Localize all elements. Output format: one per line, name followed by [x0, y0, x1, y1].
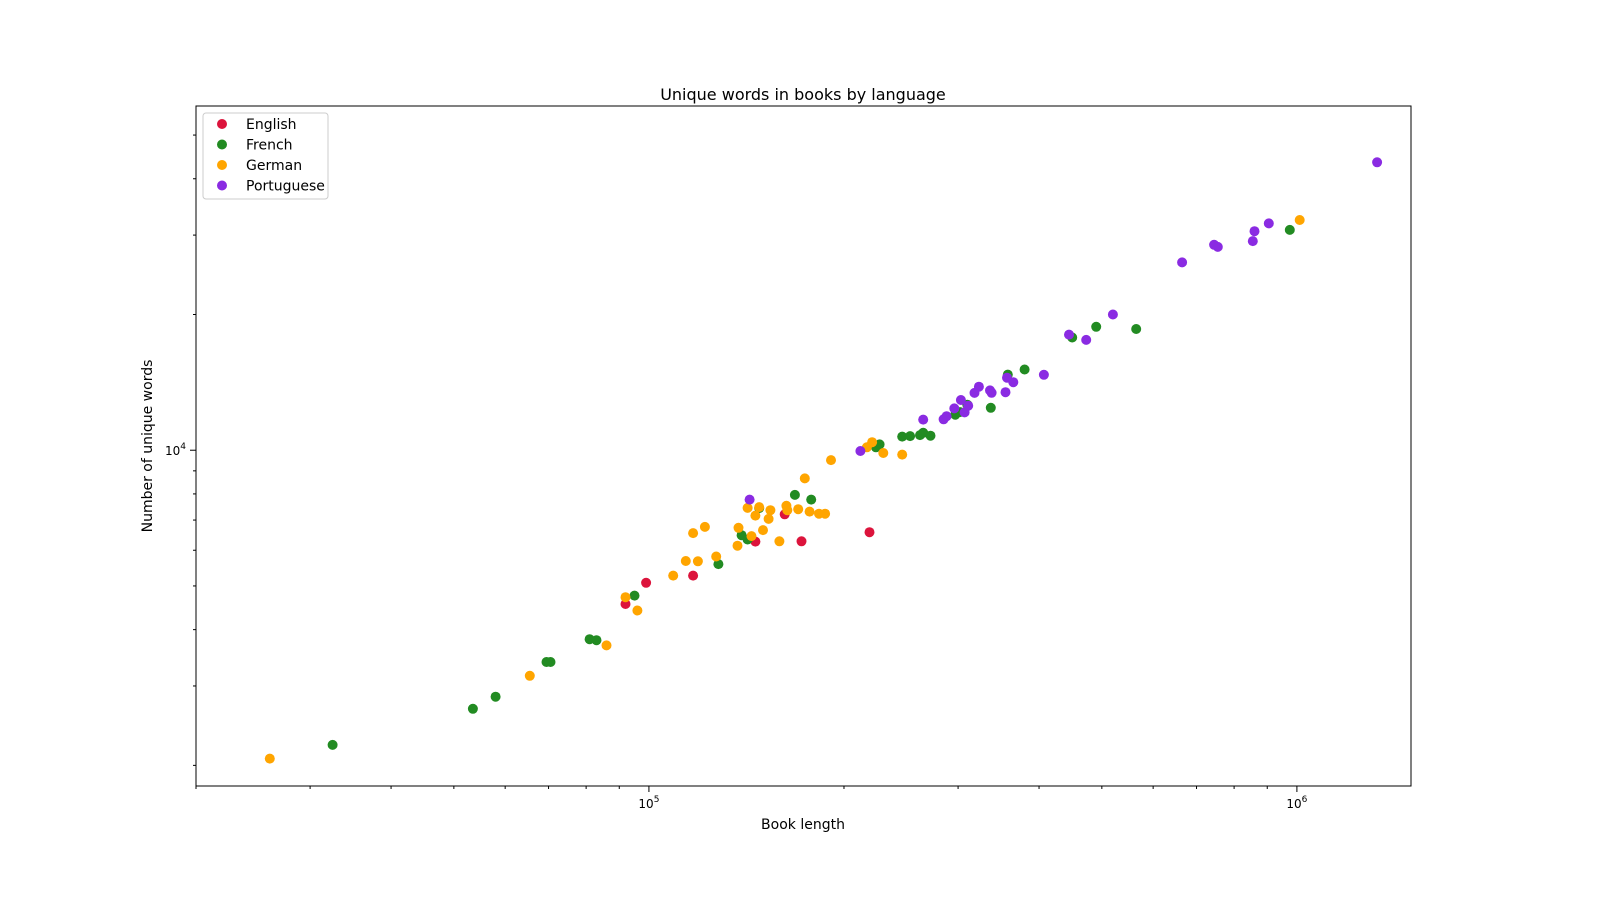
y-axis-label: Number of unique words — [140, 360, 156, 533]
chart-title: Unique words in books by language — [660, 85, 946, 104]
point-german-9 — [699, 521, 710, 532]
point-english-2 — [688, 570, 699, 581]
point-portuguese-4 — [941, 411, 952, 422]
point-portuguese-26 — [1372, 157, 1383, 168]
point-french-30 — [1284, 224, 1295, 235]
point-french-4 — [545, 657, 556, 667]
legend-label-portuguese: Portuguese — [246, 179, 325, 195]
point-german-14 — [746, 531, 757, 542]
point-german-8 — [692, 556, 703, 567]
point-portuguese-5 — [949, 403, 960, 414]
point-portuguese-25 — [1263, 218, 1274, 229]
x-tick-label-1: 106 — [1286, 795, 1307, 811]
point-german-24 — [799, 473, 810, 484]
y-tick-label-0: 104 — [165, 442, 186, 458]
point-portuguese-15 — [1008, 377, 1019, 388]
legend-box — [202, 112, 329, 200]
point-french-6 — [591, 635, 602, 646]
point-french-12 — [789, 489, 800, 500]
point-german-16 — [754, 502, 765, 513]
point-german-31 — [878, 448, 889, 458]
point-german-13 — [742, 502, 753, 513]
legend-label-english: English — [246, 117, 297, 133]
point-german-28 — [826, 455, 836, 466]
point-portuguese-1 — [855, 446, 866, 456]
point-german-11 — [732, 540, 743, 551]
point-german-5 — [668, 570, 679, 581]
point-portuguese-20 — [1177, 257, 1188, 268]
point-french-8 — [713, 559, 724, 570]
point-german-1 — [524, 670, 535, 681]
point-french-1 — [467, 703, 478, 714]
point-french-29 — [1131, 324, 1142, 334]
point-german-20 — [774, 536, 785, 547]
plot-frame — [195, 105, 1412, 787]
point-french-7 — [629, 590, 640, 601]
point-german-23 — [793, 504, 804, 515]
point-french-2 — [490, 691, 501, 702]
point-portuguese-16 — [1038, 369, 1049, 380]
point-portuguese-18 — [1081, 334, 1092, 345]
point-german-2 — [601, 640, 612, 651]
point-french-28 — [1091, 321, 1102, 332]
point-english-5 — [796, 536, 807, 547]
axis-ticks: 105 106 104 — [165, 134, 1308, 811]
point-german-25 — [804, 506, 815, 517]
legend: English French German Portuguese — [202, 112, 329, 200]
x-tick-label-0: 105 — [638, 795, 659, 811]
point-german-32 — [897, 449, 908, 460]
point-german-17 — [758, 525, 768, 536]
point-german-18 — [763, 513, 774, 524]
point-portuguese-23 — [1247, 236, 1258, 247]
point-german-6 — [680, 556, 691, 566]
point-french-0 — [327, 739, 338, 750]
point-german-10 — [711, 551, 722, 562]
legend-marker-french — [217, 139, 227, 150]
legend-marker-german — [217, 160, 227, 170]
point-portuguese-24 — [1249, 226, 1260, 237]
point-portuguese-10 — [973, 381, 984, 392]
point-german-30 — [867, 437, 878, 448]
point-portuguese-13 — [1000, 387, 1011, 398]
point-portuguese-6 — [955, 395, 966, 405]
point-german-4 — [632, 605, 643, 616]
legend-marker-portuguese — [217, 180, 227, 191]
point-german-7 — [688, 528, 699, 539]
point-german-3 — [620, 592, 631, 603]
x-axis-label: Book length — [761, 817, 845, 833]
point-english-6 — [864, 527, 875, 538]
point-french-20 — [925, 430, 936, 441]
point-portuguese-8 — [963, 400, 974, 411]
legend-marker-english — [217, 119, 227, 129]
point-portuguese-2 — [918, 414, 929, 425]
point-french-15 — [874, 439, 885, 450]
point-portuguese-17 — [1064, 329, 1074, 340]
plot-marks — [264, 157, 1383, 764]
point-german-22 — [782, 505, 793, 516]
point-portuguese-0 — [744, 494, 755, 505]
point-portuguese-22 — [1212, 241, 1223, 252]
point-french-17 — [905, 431, 916, 442]
legend-label-german: German — [246, 158, 302, 174]
point-german-27 — [820, 508, 831, 519]
point-german-33 — [1294, 215, 1305, 225]
point-portuguese-19 — [1107, 309, 1118, 320]
point-french-24 — [985, 402, 996, 413]
point-french-13 — [806, 494, 817, 505]
point-german-19 — [765, 505, 776, 516]
point-english-1 — [641, 577, 652, 588]
point-french-26 — [1019, 364, 1030, 375]
legend-label-french: French — [246, 138, 293, 154]
point-portuguese-12 — [986, 387, 997, 398]
point-german-12 — [733, 522, 744, 533]
point-french-16 — [897, 431, 908, 442]
point-german-15 — [750, 510, 761, 521]
point-german-0 — [264, 753, 275, 764]
